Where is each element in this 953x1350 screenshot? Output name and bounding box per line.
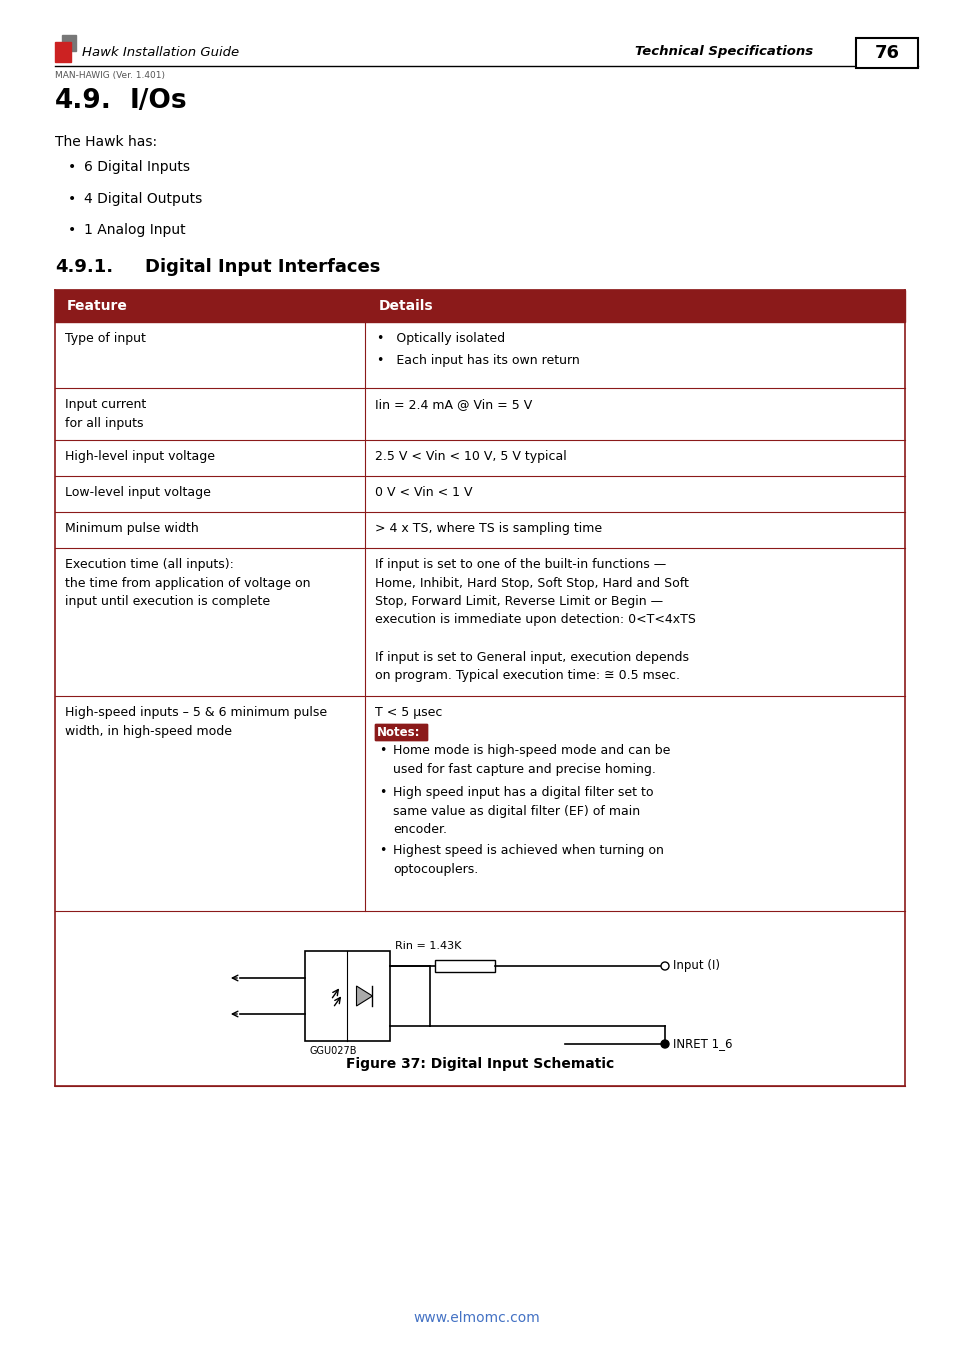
Bar — [55, 548, 904, 697]
Bar — [375, 724, 427, 740]
Circle shape — [660, 1040, 668, 1048]
Text: T < 5 μsec: T < 5 μsec — [375, 706, 442, 720]
Text: Technical Specifications: Technical Specifications — [635, 46, 812, 58]
Bar — [55, 42, 71, 62]
Text: •: • — [68, 161, 76, 174]
Text: 6 Digital Inputs: 6 Digital Inputs — [84, 161, 190, 174]
Text: Low-level input voltage: Low-level input voltage — [65, 486, 211, 500]
Text: •: • — [378, 744, 386, 757]
Bar — [305, 950, 390, 1041]
Text: GGU027B: GGU027B — [310, 1046, 357, 1056]
Text: INRET 1_6: INRET 1_6 — [672, 1038, 732, 1050]
Text: High-level input voltage: High-level input voltage — [65, 450, 214, 463]
Circle shape — [660, 963, 668, 971]
Bar — [55, 911, 904, 1085]
Text: I/Os: I/Os — [130, 88, 188, 113]
Text: 0 V < Vin < 1 V: 0 V < Vin < 1 V — [375, 486, 472, 500]
Text: 4.9.1.: 4.9.1. — [55, 258, 113, 275]
Text: 1 Analog Input: 1 Analog Input — [84, 223, 186, 238]
Text: www.elmomc.com: www.elmomc.com — [414, 1311, 539, 1324]
Text: 4.9.: 4.9. — [55, 88, 112, 113]
Text: •: • — [378, 844, 386, 857]
Text: Execution time (all inputs):
the time from application of voltage on
input until: Execution time (all inputs): the time fr… — [65, 558, 310, 608]
Text: Rin = 1.43K: Rin = 1.43K — [395, 941, 461, 950]
Text: Notes:: Notes: — [376, 725, 420, 738]
Text: Details: Details — [378, 298, 434, 313]
Bar — [55, 512, 904, 548]
Bar — [375, 724, 427, 740]
Text: High-speed inputs – 5 & 6 minimum pulse
width, in high-speed mode: High-speed inputs – 5 & 6 minimum pulse … — [65, 706, 327, 737]
Text: Iin = 2.4 mA @ Vin = 5 V: Iin = 2.4 mA @ Vin = 5 V — [375, 398, 532, 410]
Text: MAN-HAWIG (Ver. 1.401): MAN-HAWIG (Ver. 1.401) — [55, 72, 165, 80]
Bar — [55, 387, 904, 440]
Polygon shape — [356, 986, 372, 1006]
Text: 76: 76 — [874, 45, 899, 62]
Text: Home mode is high-speed mode and can be
used for fast capture and precise homing: Home mode is high-speed mode and can be … — [393, 744, 670, 775]
Text: •: • — [68, 192, 76, 207]
Text: •: • — [378, 786, 386, 799]
Text: The Hawk has:: The Hawk has: — [55, 135, 157, 148]
Text: •: • — [68, 223, 76, 238]
Text: If input is set to one of the built-in functions —
Home, Inhibit, Hard Stop, Sof: If input is set to one of the built-in f… — [375, 558, 695, 682]
Text: Hawk Installation Guide: Hawk Installation Guide — [82, 46, 239, 58]
Text: Input (I): Input (I) — [672, 960, 720, 972]
Text: Figure 37: Digital Input Schematic: Figure 37: Digital Input Schematic — [346, 1057, 614, 1071]
Text: Highest speed is achieved when turning on
optocouplers.: Highest speed is achieved when turning o… — [393, 844, 663, 876]
Text: Feature: Feature — [67, 298, 128, 313]
Text: •   Each input has its own return: • Each input has its own return — [376, 354, 579, 367]
Text: Type of input: Type of input — [65, 332, 146, 346]
Text: Input current
for all inputs: Input current for all inputs — [65, 398, 146, 429]
Bar — [435, 960, 495, 972]
Bar — [55, 290, 904, 323]
Bar — [855, 38, 917, 68]
Bar — [55, 477, 904, 512]
Bar — [55, 697, 904, 911]
Bar — [62, 35, 76, 51]
Bar — [55, 323, 904, 387]
Text: Minimum pulse width: Minimum pulse width — [65, 522, 198, 535]
Text: 4 Digital Outputs: 4 Digital Outputs — [84, 192, 202, 207]
Text: High speed input has a digital filter set to
same value as digital filter (EF) o: High speed input has a digital filter se… — [393, 786, 653, 836]
Bar — [55, 440, 904, 477]
Text: •   Optically isolated: • Optically isolated — [376, 332, 504, 346]
Text: Digital Input Interfaces: Digital Input Interfaces — [145, 258, 380, 275]
Text: > 4 x TS, where TS is sampling time: > 4 x TS, where TS is sampling time — [375, 522, 601, 535]
Text: 2.5 V < Vin < 10 V, 5 V typical: 2.5 V < Vin < 10 V, 5 V typical — [375, 450, 566, 463]
